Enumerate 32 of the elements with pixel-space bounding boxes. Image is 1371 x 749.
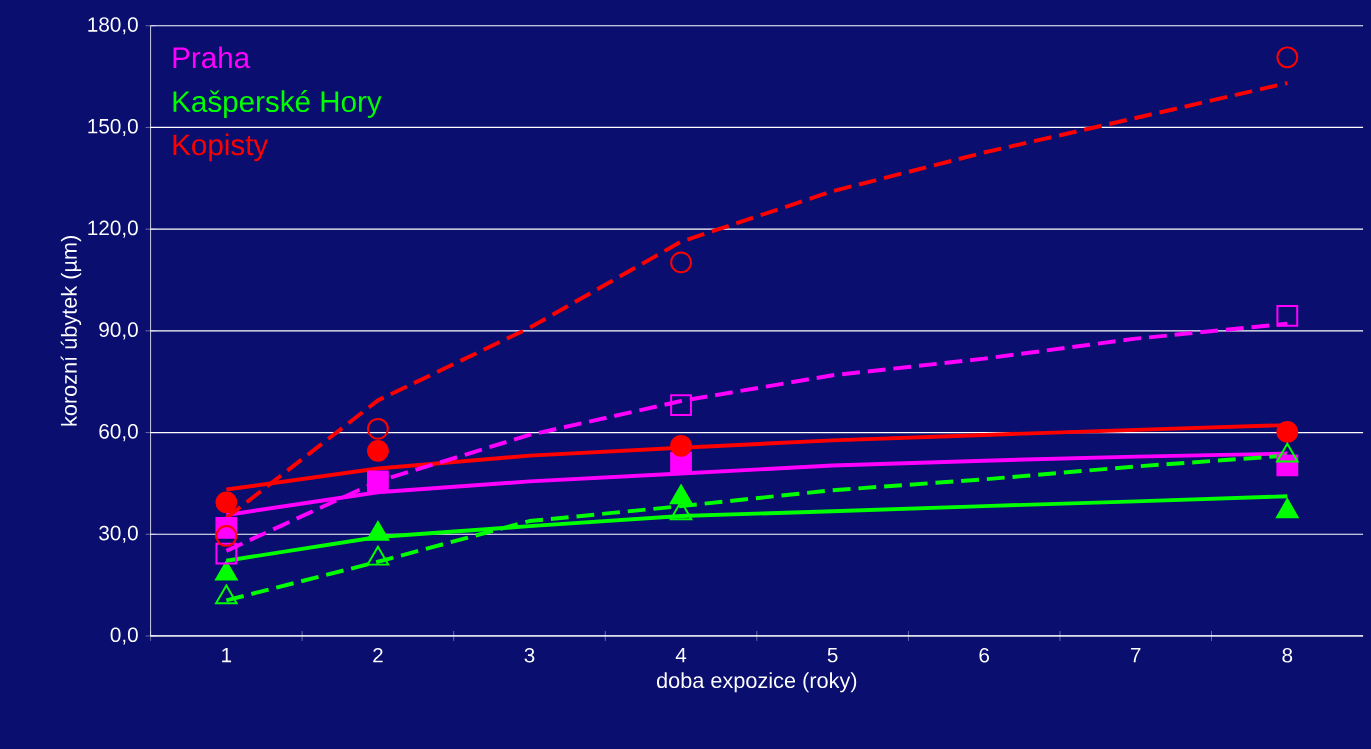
y-tick-label: 0,0	[110, 627, 138, 645]
point	[1276, 305, 1299, 327]
text: Praha	[173, 46, 251, 69]
point	[215, 542, 238, 565]
point	[367, 470, 389, 493]
x-tick-label: 6	[979, 647, 990, 663]
point	[670, 251, 692, 274]
y-tick-label: 60,0	[99, 424, 138, 442]
point	[1276, 421, 1299, 443]
y-tick-label: 150,0	[88, 118, 138, 137]
x-tick-label: 3	[524, 647, 535, 663]
point	[670, 434, 692, 457]
x-tick-label: 7	[1131, 647, 1141, 663]
y-axis-title: korozní úbytek (µm)	[60, 236, 82, 426]
point	[367, 440, 389, 462]
y-tick-label: 120,0	[88, 220, 138, 238]
point	[215, 525, 238, 547]
y-tick-label: 90,0	[99, 322, 138, 340]
x-tick-label: 5	[827, 647, 838, 663]
text: Kašperské Hory	[173, 90, 382, 118]
text: Kopisty	[173, 133, 269, 162]
x-axis-title: doba expozice (roky)	[656, 672, 857, 693]
point	[215, 491, 238, 514]
point	[367, 417, 389, 440]
x-tick-label: 8	[1282, 647, 1293, 663]
y-tick-label: 30,0	[99, 525, 138, 543]
x-tick-label: 4	[675, 647, 687, 663]
x-tick-label: 2	[373, 647, 383, 663]
y-tick-label: 180,0	[88, 17, 138, 35]
point	[670, 394, 692, 417]
x-tick-label: 1	[222, 647, 232, 663]
point	[1276, 46, 1299, 69]
